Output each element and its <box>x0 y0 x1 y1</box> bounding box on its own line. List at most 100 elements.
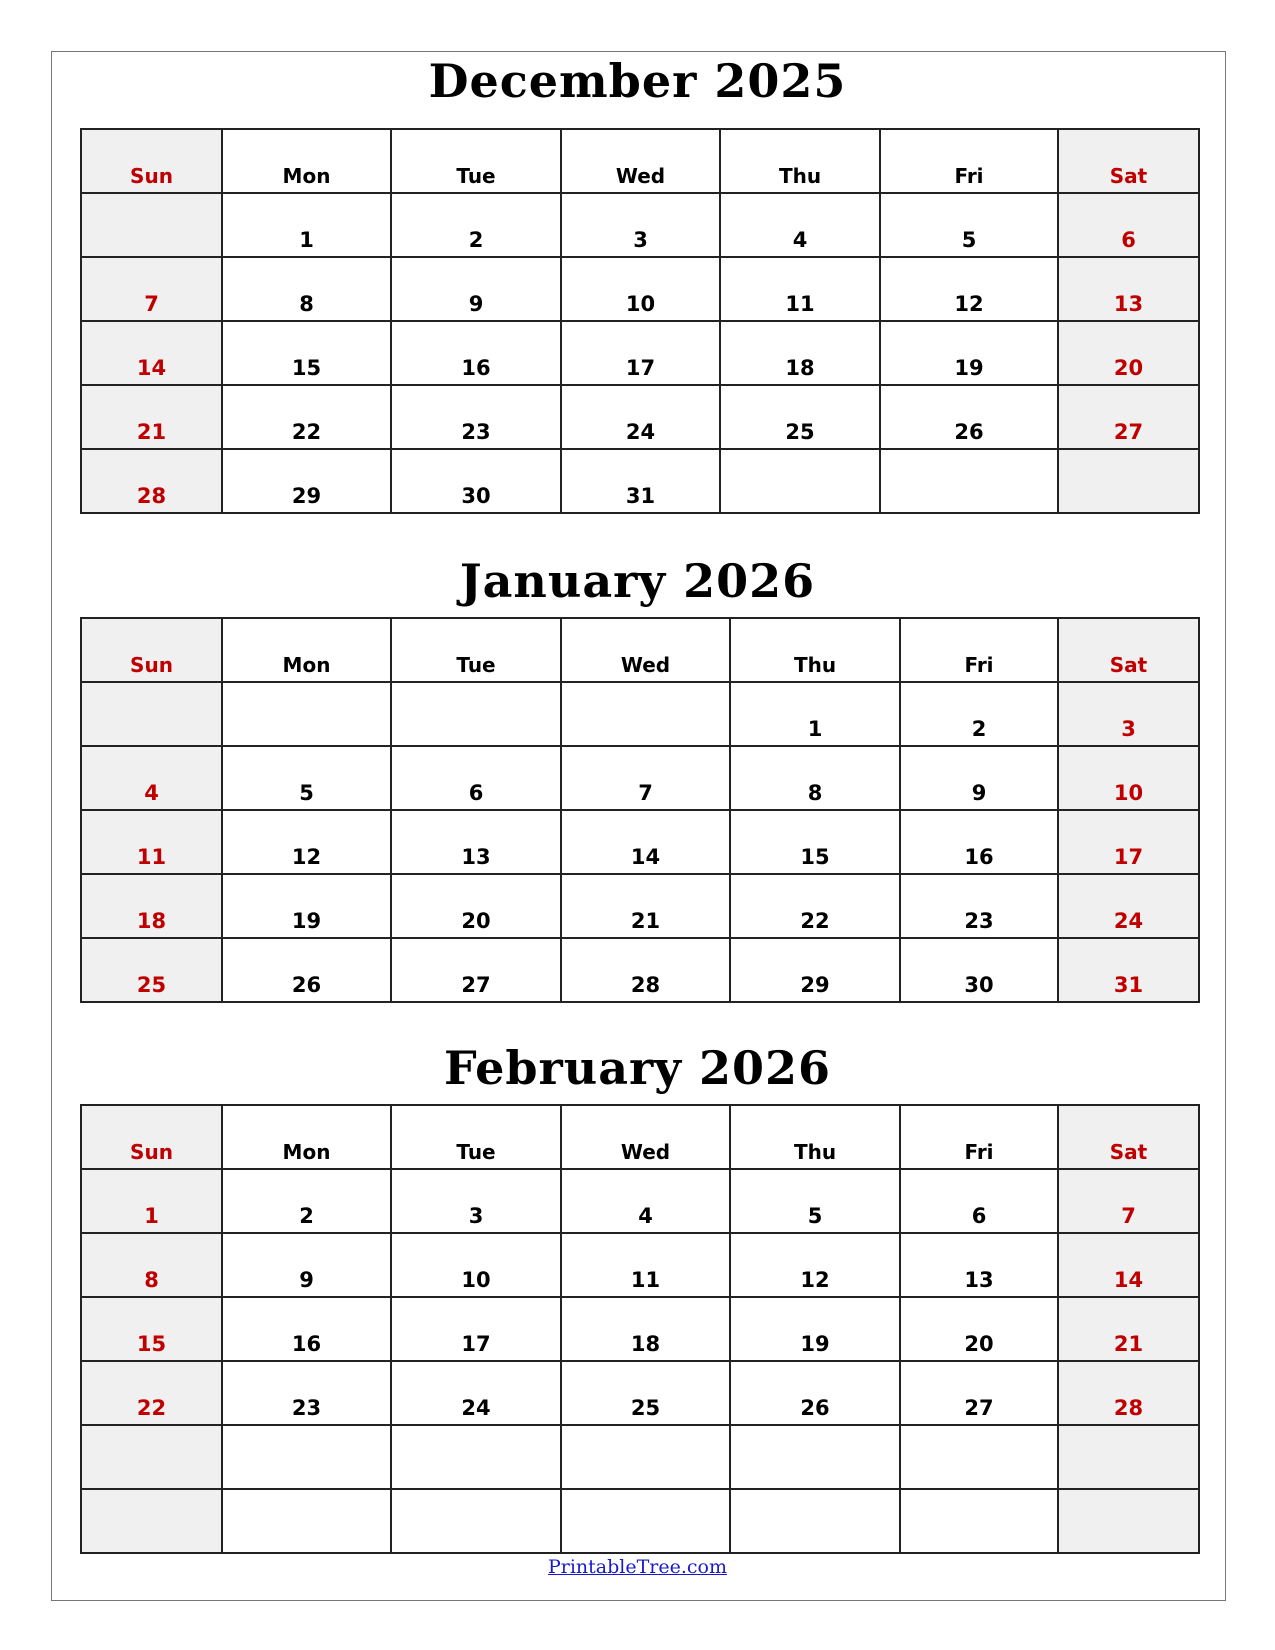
empty-day-cell <box>899 1424 1059 1490</box>
day-cell: 9 <box>390 256 562 322</box>
weekday-tue: Tue <box>390 128 562 194</box>
day-cell: 17 <box>1057 809 1200 875</box>
day-cell: 28 <box>80 448 223 514</box>
empty-day-cell <box>221 1488 392 1554</box>
weekday-mon: Mon <box>221 1104 392 1170</box>
empty-day-cell <box>80 1488 223 1554</box>
day-cell: 12 <box>879 256 1059 322</box>
empty-day-cell <box>221 1424 392 1490</box>
day-cell: 23 <box>899 873 1059 939</box>
day-cell: 2 <box>221 1168 392 1234</box>
day-cell: 29 <box>221 448 392 514</box>
weekday-header-row: Sun Mon Tue Wed Thu Fri Sat <box>80 617 1200 683</box>
empty-day-cell <box>390 1424 562 1490</box>
month-title-january-2026: January 2026 <box>459 554 816 608</box>
day-cell: 4 <box>560 1168 731 1234</box>
day-cell: 12 <box>221 809 392 875</box>
weekday-fri: Fri <box>899 617 1059 683</box>
day-cell: 21 <box>1057 1296 1200 1362</box>
weekday-header-row: Sun Mon Tue Wed Thu Fri Sat <box>80 128 1200 194</box>
week-row: 15 16 17 18 19 20 21 <box>80 1296 1200 1362</box>
day-cell: 23 <box>390 384 562 450</box>
day-cell: 16 <box>390 320 562 386</box>
day-cell: 22 <box>221 384 392 450</box>
day-cell: 10 <box>560 256 721 322</box>
empty-day-cell <box>560 681 731 747</box>
day-cell: 16 <box>899 809 1059 875</box>
day-cell: 27 <box>390 937 562 1003</box>
weekday-wed: Wed <box>560 1104 731 1170</box>
weekday-thu: Thu <box>729 617 901 683</box>
day-cell: 16 <box>221 1296 392 1362</box>
day-cell: 31 <box>560 448 721 514</box>
empty-day-cell <box>390 681 562 747</box>
day-cell: 4 <box>719 192 881 258</box>
day-cell: 25 <box>719 384 881 450</box>
day-cell: 15 <box>80 1296 223 1362</box>
day-cell: 29 <box>729 937 901 1003</box>
week-row <box>80 1488 1200 1554</box>
weekday-sat: Sat <box>1057 1104 1200 1170</box>
day-cell: 22 <box>80 1360 223 1426</box>
empty-day-cell <box>899 1488 1059 1554</box>
empty-day-cell <box>221 681 392 747</box>
day-cell: 15 <box>729 809 901 875</box>
week-row: 18 19 20 21 22 23 24 <box>80 873 1200 939</box>
empty-day-cell <box>80 681 223 747</box>
day-cell: 20 <box>390 873 562 939</box>
day-cell: 20 <box>899 1296 1059 1362</box>
day-cell: 8 <box>221 256 392 322</box>
day-cell: 10 <box>390 1232 562 1298</box>
week-row: 22 23 24 25 26 27 28 <box>80 1360 1200 1426</box>
day-cell: 14 <box>80 320 223 386</box>
day-cell: 1 <box>221 192 392 258</box>
day-cell: 6 <box>390 745 562 811</box>
day-cell: 6 <box>1057 192 1200 258</box>
day-cell: 14 <box>560 809 731 875</box>
weekday-thu: Thu <box>729 1104 901 1170</box>
day-cell: 25 <box>80 937 223 1003</box>
day-cell: 13 <box>1057 256 1200 322</box>
day-cell: 3 <box>1057 681 1200 747</box>
week-row: 14 15 16 17 18 19 20 <box>80 320 1200 386</box>
day-cell: 18 <box>560 1296 731 1362</box>
weekday-sat: Sat <box>1057 617 1200 683</box>
month-title-february-2026: February 2026 <box>443 1041 832 1095</box>
week-row: 11 12 13 14 15 16 17 <box>80 809 1200 875</box>
day-cell: 19 <box>879 320 1059 386</box>
day-cell: 5 <box>221 745 392 811</box>
empty-day-cell <box>719 448 881 514</box>
weekday-mon: Mon <box>221 128 392 194</box>
weekday-sun: Sun <box>80 128 223 194</box>
empty-day-cell <box>1057 1424 1200 1490</box>
weekday-wed: Wed <box>560 128 721 194</box>
month-title-december-2025: December 2025 <box>428 54 847 108</box>
empty-day-cell <box>560 1488 731 1554</box>
day-cell: 2 <box>899 681 1059 747</box>
day-cell: 6 <box>899 1168 1059 1234</box>
empty-day-cell <box>1057 448 1200 514</box>
day-cell: 15 <box>221 320 392 386</box>
day-cell: 24 <box>390 1360 562 1426</box>
week-row <box>80 1424 1200 1490</box>
day-cell: 5 <box>879 192 1059 258</box>
weekday-fri: Fri <box>879 128 1059 194</box>
day-cell: 14 <box>1057 1232 1200 1298</box>
weekday-fri: Fri <box>899 1104 1059 1170</box>
day-cell: 19 <box>729 1296 901 1362</box>
day-cell: 24 <box>1057 873 1200 939</box>
day-cell: 30 <box>390 448 562 514</box>
day-cell: 23 <box>221 1360 392 1426</box>
empty-day-cell <box>1057 1488 1200 1554</box>
weekday-sat: Sat <box>1057 128 1200 194</box>
day-cell: 13 <box>899 1232 1059 1298</box>
weekday-wed: Wed <box>560 617 731 683</box>
day-cell: 31 <box>1057 937 1200 1003</box>
page-border <box>51 51 1226 1601</box>
printabletree-link[interactable]: PrintableTree.com <box>547 1556 727 1578</box>
calendar-grid-december-2025: Sun Mon Tue Wed Thu Fri Sat 1 2 3 4 5 6 7 8 9 10 11 12 13 14… <box>80 128 1200 514</box>
day-cell: 22 <box>729 873 901 939</box>
day-cell: 17 <box>390 1296 562 1362</box>
